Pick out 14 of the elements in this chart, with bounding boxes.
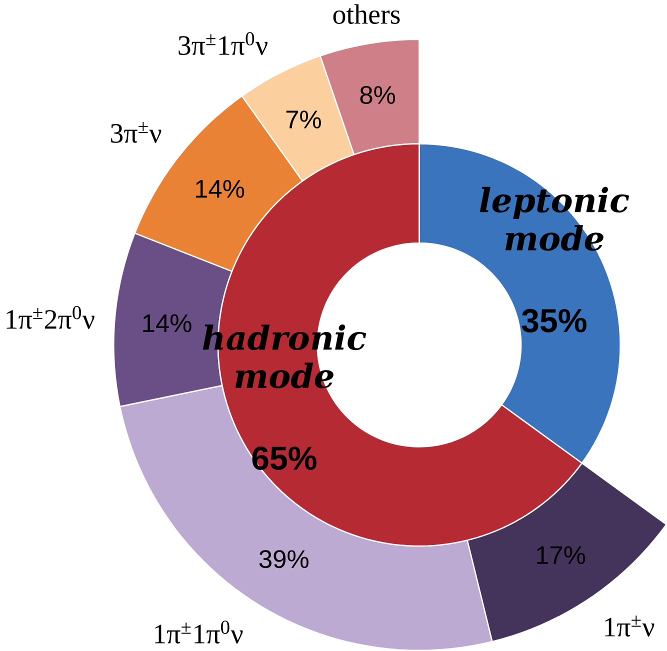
- data-label: 8%: [360, 86, 396, 104]
- slice-label: others: [333, 4, 400, 24]
- slice-label: 1π$^{±}$2π$^{0}$ν: [6, 306, 94, 329]
- slice-label: 3π$^{±}$ν: [111, 122, 162, 143]
- slice-label: 1π$^{±}$1π$^{0}$ν: [155, 620, 243, 644]
- data-label: 17%: [536, 546, 586, 564]
- data-label: 14%: [196, 180, 244, 198]
- data-label: 7%: [286, 110, 321, 128]
- data-label: 39%: [259, 550, 308, 568]
- data-label: 14%: [143, 314, 192, 332]
- slice-label: 3π$^{±}$1π$^{0}$ν: [178, 32, 268, 55]
- data-label: 35%: [522, 308, 586, 332]
- data-label: 65%: [252, 446, 316, 470]
- slice-label: 1π$^{±}$ν: [605, 616, 654, 637]
